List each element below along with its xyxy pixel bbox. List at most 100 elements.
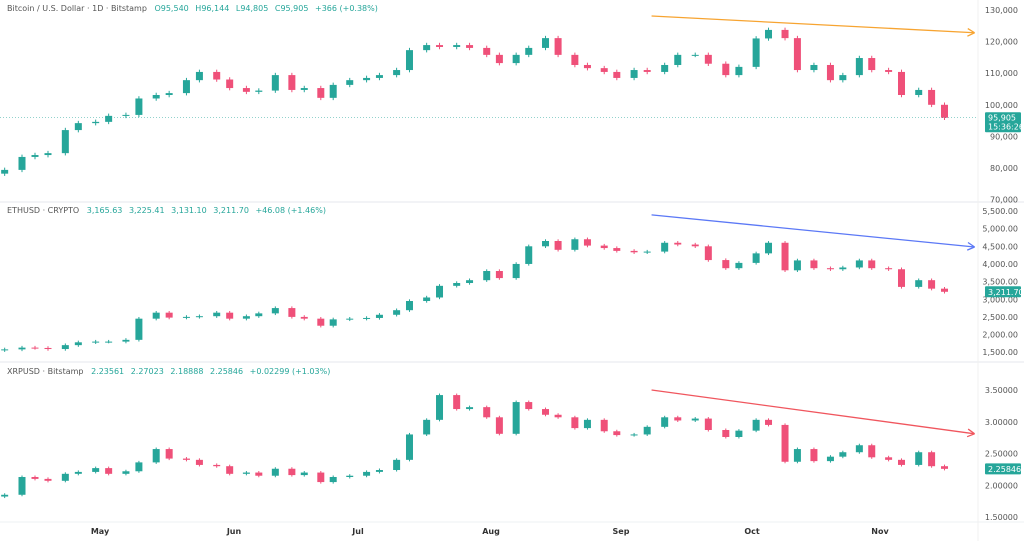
btc-y-tick: 70,000 [990, 196, 1018, 205]
xrp-legend: XRPUSD · Bitstamp 2.23561 2.27023 2.1888… [7, 367, 334, 376]
xrp-y-tick: 1.50000 [985, 513, 1018, 522]
btc-candle [213, 71, 221, 80]
eth-candle [661, 242, 669, 252]
btc-candle [271, 75, 279, 91]
btc-candle [542, 38, 550, 48]
xrp-candle [781, 424, 789, 462]
xrp-candle [436, 395, 444, 420]
btc-candle [613, 71, 621, 78]
btc-candle [405, 50, 413, 71]
eth-candle [483, 271, 491, 281]
xrp-low: 2.18888 [170, 367, 204, 376]
eth-candle [152, 312, 160, 319]
time-axis[interactable]: May Jun Jul Aug Sep Oct Nov [0, 521, 1024, 536]
xrp-candle [928, 452, 936, 467]
xrp-candle [765, 419, 773, 425]
eth-candle [674, 242, 682, 245]
xrp-candle [213, 464, 221, 467]
btc-candle [554, 38, 562, 55]
btc-candle [483, 47, 491, 55]
btc-y-tick: 100,000 [985, 101, 1018, 110]
eth-candle [810, 260, 818, 269]
btc-candle [242, 88, 250, 92]
eth-candle [393, 310, 401, 315]
eth-close: 3,211.70 [213, 206, 249, 215]
xrp-last-price-badge [985, 463, 1021, 475]
time-axis-label: Aug [482, 527, 500, 536]
eth-y-tick: 5,000.00 [982, 225, 1018, 234]
btc-candle [346, 80, 354, 85]
btc-countdown: 15:36:26 [988, 123, 1024, 132]
xrp-candle [554, 414, 562, 418]
xrp-candle [674, 417, 682, 421]
btc-trendline[interactable] [651, 15, 975, 34]
eth-candle [405, 301, 413, 311]
xrp-y-tick: 2.00000 [985, 481, 1018, 490]
btc-candle [630, 70, 638, 78]
xrp-candle [271, 468, 279, 476]
xrp-y-tick: 3.50000 [985, 386, 1018, 395]
price-axes[interactable]: 130,000 120,000 110,000 100,000 90,000 80,000… [982, 6, 1018, 522]
xrp-candle [453, 395, 461, 410]
btc-candle [317, 88, 325, 98]
eth-change: +46.08 (+1.46%) [255, 206, 326, 215]
btc-trendline-arrow-icon [967, 32, 975, 37]
eth-candle [346, 318, 354, 320]
btc-close: C95,905 [274, 4, 309, 13]
eth-candle [839, 267, 847, 270]
btc-candle [44, 153, 52, 156]
eth-last-price-badge [985, 286, 1021, 298]
eth-candle [630, 250, 638, 253]
eth-y-tick: 1,500.00 [982, 348, 1018, 357]
btc-candle [826, 64, 834, 81]
xrp-candle [288, 468, 296, 476]
trendlines[interactable] [651, 15, 975, 438]
xrp-candle [466, 407, 474, 410]
eth-candle [554, 241, 562, 250]
btc-candle [329, 84, 337, 98]
xrp-candle [810, 449, 818, 462]
btc-candle [363, 77, 371, 81]
xrp-candle [195, 459, 203, 465]
xrp-trendline[interactable] [651, 389, 975, 435]
eth-candle [182, 316, 190, 318]
xrp-candle [793, 449, 801, 462]
time-axis-label: May [91, 527, 110, 536]
xrp-candle [105, 468, 113, 474]
xrp-candle [885, 457, 893, 460]
eth-low: 3,131.10 [171, 206, 207, 215]
eth-candle [781, 242, 789, 271]
eth-candle [74, 342, 82, 346]
eth-candle [213, 312, 221, 317]
xrp-candle [613, 431, 621, 436]
xrp-candle [329, 476, 337, 483]
time-axis-label: Jun [226, 527, 242, 536]
xrp-candle [165, 449, 173, 459]
eth-candle [752, 253, 760, 263]
eth-candle [643, 251, 651, 253]
eth-candle [826, 268, 834, 270]
btc-candle [105, 115, 113, 122]
btc-candle [31, 155, 39, 157]
btc-candle [583, 64, 591, 69]
btc-change: +366 (+0.38%) [314, 4, 378, 13]
xrp-candle [855, 445, 863, 453]
xrp-candle [44, 478, 52, 481]
xrp-candle [583, 419, 591, 429]
btc-candle [74, 123, 82, 131]
eth-candle [495, 271, 503, 279]
xrp-candle [255, 472, 263, 476]
xrp-change: +0.02299 (+1.03%) [249, 367, 331, 376]
btc-candle [512, 54, 520, 64]
btc-candle [436, 45, 444, 47]
xrp-trendline-arrow-icon [967, 428, 975, 435]
eth-trendline[interactable] [651, 214, 975, 248]
xrp-candle [542, 409, 550, 415]
btc-symbol: Bitcoin / U.S. Dollar · 1D · Bitstamp [7, 4, 147, 13]
eth-open: 3,165.63 [86, 206, 123, 215]
eth-high: 3,225.41 [128, 206, 165, 215]
btc-candle [868, 58, 876, 71]
eth-last-price: 3,211.70 [988, 288, 1024, 297]
